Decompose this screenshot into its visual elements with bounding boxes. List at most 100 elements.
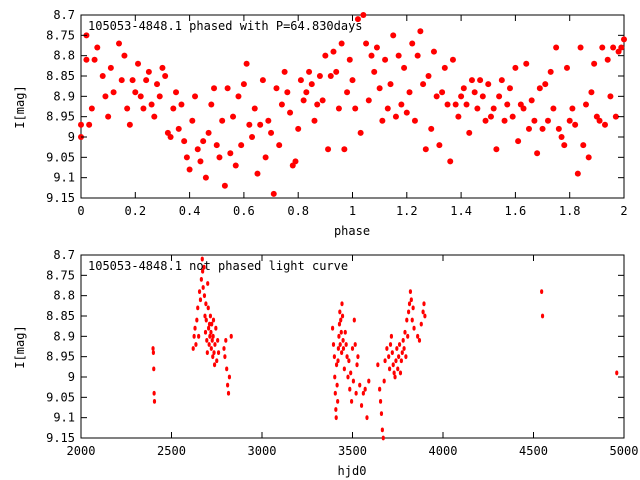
data-point bbox=[339, 329, 343, 335]
data-point bbox=[463, 101, 470, 108]
data-point bbox=[409, 40, 416, 47]
data-point bbox=[170, 105, 177, 112]
unphased-light-curve-chart: 8.7 8.75 8.8 8.85 8.9 8.95 9 9.05 9.1 9.15 2000 25… bbox=[13, 248, 638, 478]
y-tick-label: 9 bbox=[68, 130, 75, 144]
data-point bbox=[547, 68, 554, 75]
data-point bbox=[544, 117, 551, 124]
data-point bbox=[238, 142, 245, 149]
data-point bbox=[340, 301, 344, 307]
data-point bbox=[383, 358, 387, 364]
y-tick-label: 8.95 bbox=[46, 110, 75, 124]
data-point bbox=[330, 48, 337, 55]
data-point bbox=[360, 12, 367, 18]
data-point bbox=[265, 117, 272, 124]
data-point bbox=[209, 346, 213, 351]
data-point bbox=[367, 378, 371, 384]
data-point bbox=[251, 105, 258, 112]
data-point bbox=[278, 101, 285, 108]
data-point bbox=[501, 117, 508, 124]
data-point bbox=[206, 281, 210, 286]
data-point bbox=[338, 342, 342, 347]
data-point bbox=[553, 44, 560, 51]
data-point bbox=[340, 313, 345, 319]
data-point bbox=[259, 77, 266, 84]
data-point bbox=[391, 362, 395, 368]
data-point bbox=[219, 117, 226, 124]
data-point bbox=[189, 117, 196, 124]
data-point bbox=[292, 158, 299, 165]
data-point bbox=[173, 89, 180, 96]
data-point bbox=[322, 52, 329, 59]
data-point bbox=[563, 64, 570, 71]
data-point bbox=[246, 121, 253, 128]
x-axis-label: phase bbox=[334, 224, 370, 238]
data-point bbox=[397, 354, 401, 360]
data-point bbox=[388, 366, 392, 372]
data-point bbox=[195, 317, 199, 323]
phased-data-points bbox=[78, 12, 627, 197]
data-point bbox=[83, 56, 90, 63]
data-point bbox=[202, 293, 207, 299]
data-point bbox=[485, 81, 492, 88]
data-point bbox=[336, 358, 340, 364]
data-point bbox=[209, 329, 213, 335]
data-point bbox=[226, 390, 231, 396]
data-point bbox=[441, 64, 448, 71]
data-point bbox=[378, 399, 383, 404]
data-point bbox=[458, 93, 465, 100]
data-point bbox=[331, 342, 336, 347]
data-point bbox=[208, 101, 215, 108]
data-point bbox=[550, 105, 557, 112]
data-point bbox=[482, 117, 489, 124]
y-tick-label: 9.1 bbox=[53, 171, 75, 185]
data-point bbox=[229, 333, 233, 339]
data-point bbox=[408, 289, 413, 294]
data-point bbox=[365, 97, 372, 104]
y-tick-label: 8.7 bbox=[53, 8, 75, 22]
data-point bbox=[412, 325, 416, 331]
data-point bbox=[358, 382, 362, 388]
y-axis-ticks: 8.7 8.75 8.8 8.85 8.9 8.95 9 9.05 9.1 9.15 bbox=[46, 8, 624, 205]
data-point bbox=[341, 338, 345, 343]
data-point bbox=[337, 321, 342, 327]
data-point bbox=[561, 142, 568, 149]
data-point bbox=[206, 305, 210, 311]
data-point bbox=[407, 301, 412, 307]
y-tick-label: 8.8 bbox=[53, 289, 75, 303]
data-point bbox=[411, 117, 418, 124]
data-point bbox=[191, 346, 195, 351]
data-point bbox=[376, 362, 380, 368]
x-tick-label: 4000 bbox=[429, 444, 458, 458]
data-point bbox=[205, 350, 209, 355]
data-point bbox=[523, 60, 530, 67]
data-point bbox=[588, 89, 595, 96]
data-point bbox=[287, 109, 294, 116]
data-point bbox=[212, 362, 217, 368]
data-point bbox=[449, 56, 456, 63]
data-point bbox=[211, 85, 218, 92]
data-point bbox=[335, 105, 342, 112]
y-tick-label: 8.75 bbox=[46, 268, 75, 282]
data-point bbox=[490, 105, 497, 112]
data-point bbox=[420, 81, 427, 88]
data-point bbox=[254, 170, 261, 177]
x-tick-label: 4500 bbox=[519, 444, 548, 458]
data-point bbox=[512, 64, 519, 71]
data-point bbox=[316, 73, 323, 79]
data-point bbox=[389, 333, 394, 339]
data-point bbox=[384, 105, 391, 112]
data-point bbox=[213, 142, 220, 149]
data-point bbox=[425, 73, 432, 79]
data-point bbox=[129, 77, 136, 84]
data-point bbox=[257, 121, 264, 128]
data-point bbox=[175, 125, 182, 132]
data-point bbox=[334, 415, 338, 421]
y-tick-label: 8.9 bbox=[53, 89, 75, 103]
data-point bbox=[152, 399, 157, 404]
data-point bbox=[409, 297, 413, 303]
data-point bbox=[295, 125, 302, 132]
data-point bbox=[439, 89, 446, 96]
data-point bbox=[334, 407, 338, 412]
data-point bbox=[308, 81, 315, 88]
